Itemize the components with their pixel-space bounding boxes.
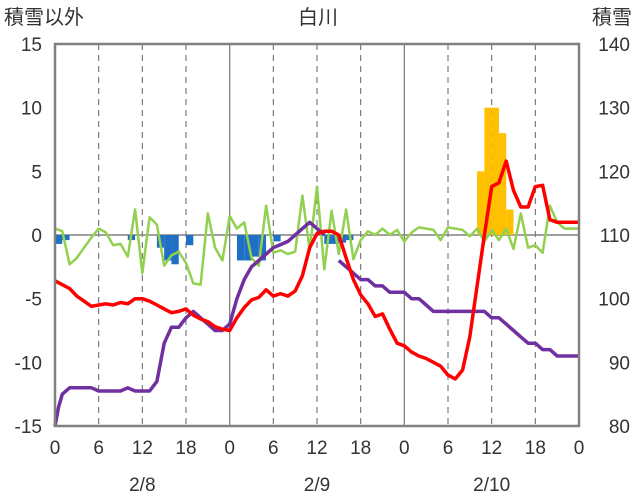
y-left-tick-label: 0 bbox=[31, 226, 42, 247]
negative-bar bbox=[171, 235, 179, 265]
negative-bar bbox=[251, 235, 259, 257]
x-tick-label: 0 bbox=[574, 438, 585, 459]
y-right-tick-label: 100 bbox=[598, 290, 630, 311]
y-left-tick-label: -10 bbox=[15, 353, 42, 374]
green-series-line bbox=[54, 185, 579, 286]
y-left-tick-label: 5 bbox=[31, 162, 42, 183]
negative-bar bbox=[236, 235, 245, 261]
y-left-tick-label: 15 bbox=[21, 35, 42, 56]
snow-bar bbox=[491, 107, 499, 235]
x-tick-label: 6 bbox=[443, 438, 454, 459]
negative-bar bbox=[258, 235, 267, 261]
y-right-tick-label: 120 bbox=[598, 162, 630, 183]
x-tick-label: 18 bbox=[525, 438, 546, 459]
negative-bar bbox=[164, 235, 172, 261]
y-left-tick-label: -15 bbox=[15, 417, 42, 438]
x-tick-label: 12 bbox=[481, 438, 502, 459]
x-tick-label: 0 bbox=[399, 438, 410, 459]
snow-bar bbox=[484, 107, 492, 235]
y-right-tick-label: 130 bbox=[598, 99, 630, 120]
red-series-line bbox=[54, 159, 579, 381]
x-tick-label: 18 bbox=[350, 438, 371, 459]
y-left-tick-label: 10 bbox=[21, 99, 42, 120]
x-tick-label: 6 bbox=[93, 438, 104, 459]
plot-border bbox=[53, 42, 581, 428]
y-right-tick-label: 90 bbox=[609, 353, 630, 374]
date-label: 2/8 bbox=[129, 475, 155, 496]
purple-series-line bbox=[53, 220, 579, 427]
negative-bar bbox=[273, 235, 281, 242]
date-label: 2/9 bbox=[304, 475, 330, 496]
y-right-label: 積雪 bbox=[592, 5, 632, 29]
negative-bar bbox=[186, 235, 194, 246]
y-right-tick-label: 110 bbox=[600, 226, 630, 247]
date-label: 2/10 bbox=[473, 475, 510, 496]
y-right-tick-label: 80 bbox=[609, 417, 630, 438]
negative-bar bbox=[62, 235, 70, 241]
x-tick-label: 0 bbox=[224, 438, 235, 459]
x-tick-label: 0 bbox=[50, 438, 61, 459]
snow-bar bbox=[498, 133, 507, 235]
y-left-tick-label: -5 bbox=[25, 290, 42, 311]
snow-bar bbox=[506, 209, 514, 235]
x-tick-label: 18 bbox=[175, 438, 196, 459]
chart-title: 白川 bbox=[298, 5, 338, 29]
snow-bar bbox=[477, 171, 485, 235]
x-tick-label: 12 bbox=[132, 438, 153, 459]
negative-bar bbox=[244, 235, 252, 261]
y-right-tick-label: 140 bbox=[598, 35, 630, 56]
y-left-label: 積雪以外 bbox=[4, 5, 84, 29]
x-tick-label: 6 bbox=[268, 438, 279, 459]
x-tick-label: 12 bbox=[306, 438, 327, 459]
negative-bar bbox=[55, 235, 63, 244]
